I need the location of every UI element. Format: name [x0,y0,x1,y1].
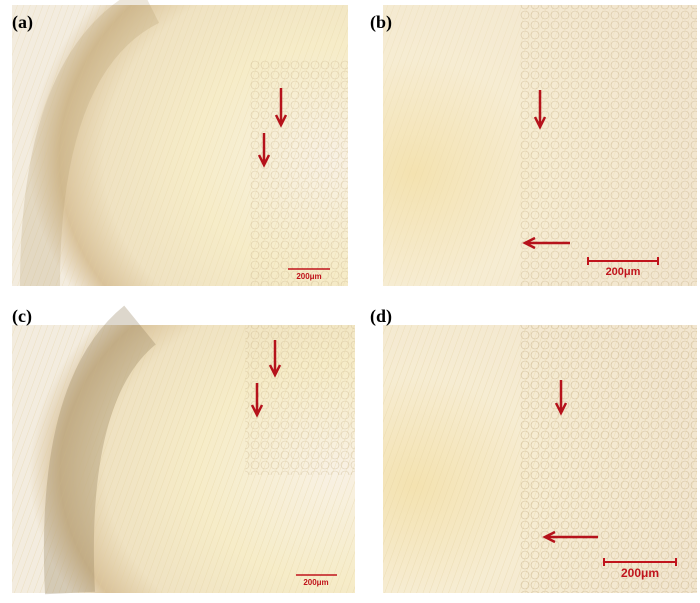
panel-a: 200μm (a) [12,0,348,287]
scale-label: 200μm [296,272,321,281]
arrow [533,90,547,130]
pith [245,325,355,475]
scale-label: 200μm [606,266,641,278]
pith [520,5,697,286]
arrow [522,236,570,250]
arrow [257,133,271,168]
arrow [250,383,264,418]
arrow [274,88,288,128]
pith [520,325,697,593]
pith [250,60,348,286]
panel-label: (c) [12,306,32,327]
panel-d: 200μm (d) [370,306,697,593]
panel-label: (d) [370,306,392,327]
panel-label: (b) [370,12,392,33]
arrow [268,340,282,378]
panel-c: 200μm (c) [12,305,355,595]
scale-label: 200μm [303,578,328,587]
cortex [43,305,157,595]
arrow [554,380,568,416]
panel-label: (a) [12,12,33,33]
cortex [20,0,160,287]
scale-bar [603,558,677,566]
arrow [542,530,598,544]
scale-label: 200μm [621,566,659,580]
panel-b: 200μm (b) [370,5,697,286]
scale-bar [587,257,659,265]
